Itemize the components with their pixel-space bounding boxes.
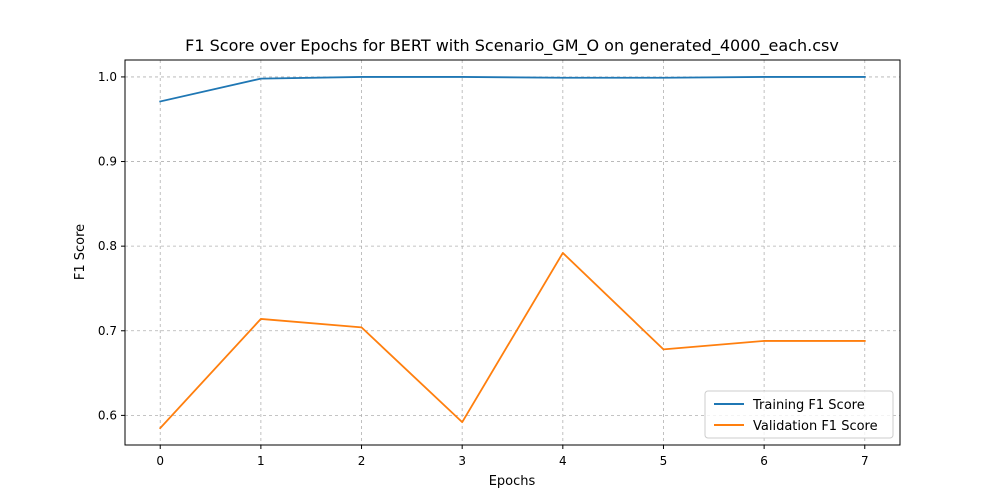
- y-tick-label: 0.7: [98, 324, 117, 338]
- y-tick-label: 0.8: [98, 239, 117, 253]
- series-line-validation: [158, 252, 866, 430]
- plot-area-frame: [124, 59, 901, 446]
- x-tick-label: 7: [861, 454, 869, 468]
- y-tick-label: 1.0: [98, 70, 117, 84]
- legend-label-validation: Validation F1 Score: [753, 419, 878, 434]
- legend-label-training: Training F1 Score: [752, 398, 865, 413]
- x-axis-ticks: 0 1 2 3 4 5 6 7: [156, 445, 869, 468]
- y-axis-label: F1 Score: [73, 224, 88, 280]
- x-tick-label: 1: [257, 454, 265, 468]
- legend: Training F1 Score Validation F1 Score: [704, 390, 894, 439]
- x-tick-label: 3: [458, 454, 466, 468]
- x-tick-label: 5: [660, 454, 668, 468]
- legend-box: [704, 390, 894, 439]
- y-tick-label: 0.6: [98, 408, 117, 422]
- x-tick-label: 6: [760, 454, 768, 468]
- chart-title: F1 Score over Epochs for BERT with Scena…: [185, 36, 839, 56]
- x-tick-label: 4: [559, 454, 567, 468]
- series-lines: [158, 76, 866, 430]
- grid-lines: [125, 60, 900, 445]
- x-tick-label: 0: [156, 454, 164, 468]
- series-line-training: [159, 76, 866, 103]
- x-tick-label: 2: [358, 454, 366, 468]
- x-axis-label: Epochs: [489, 474, 536, 489]
- y-axis-ticks: 0.6 0.7 0.8 0.9 1.0: [98, 70, 125, 422]
- y-tick-label: 0.9: [98, 155, 117, 169]
